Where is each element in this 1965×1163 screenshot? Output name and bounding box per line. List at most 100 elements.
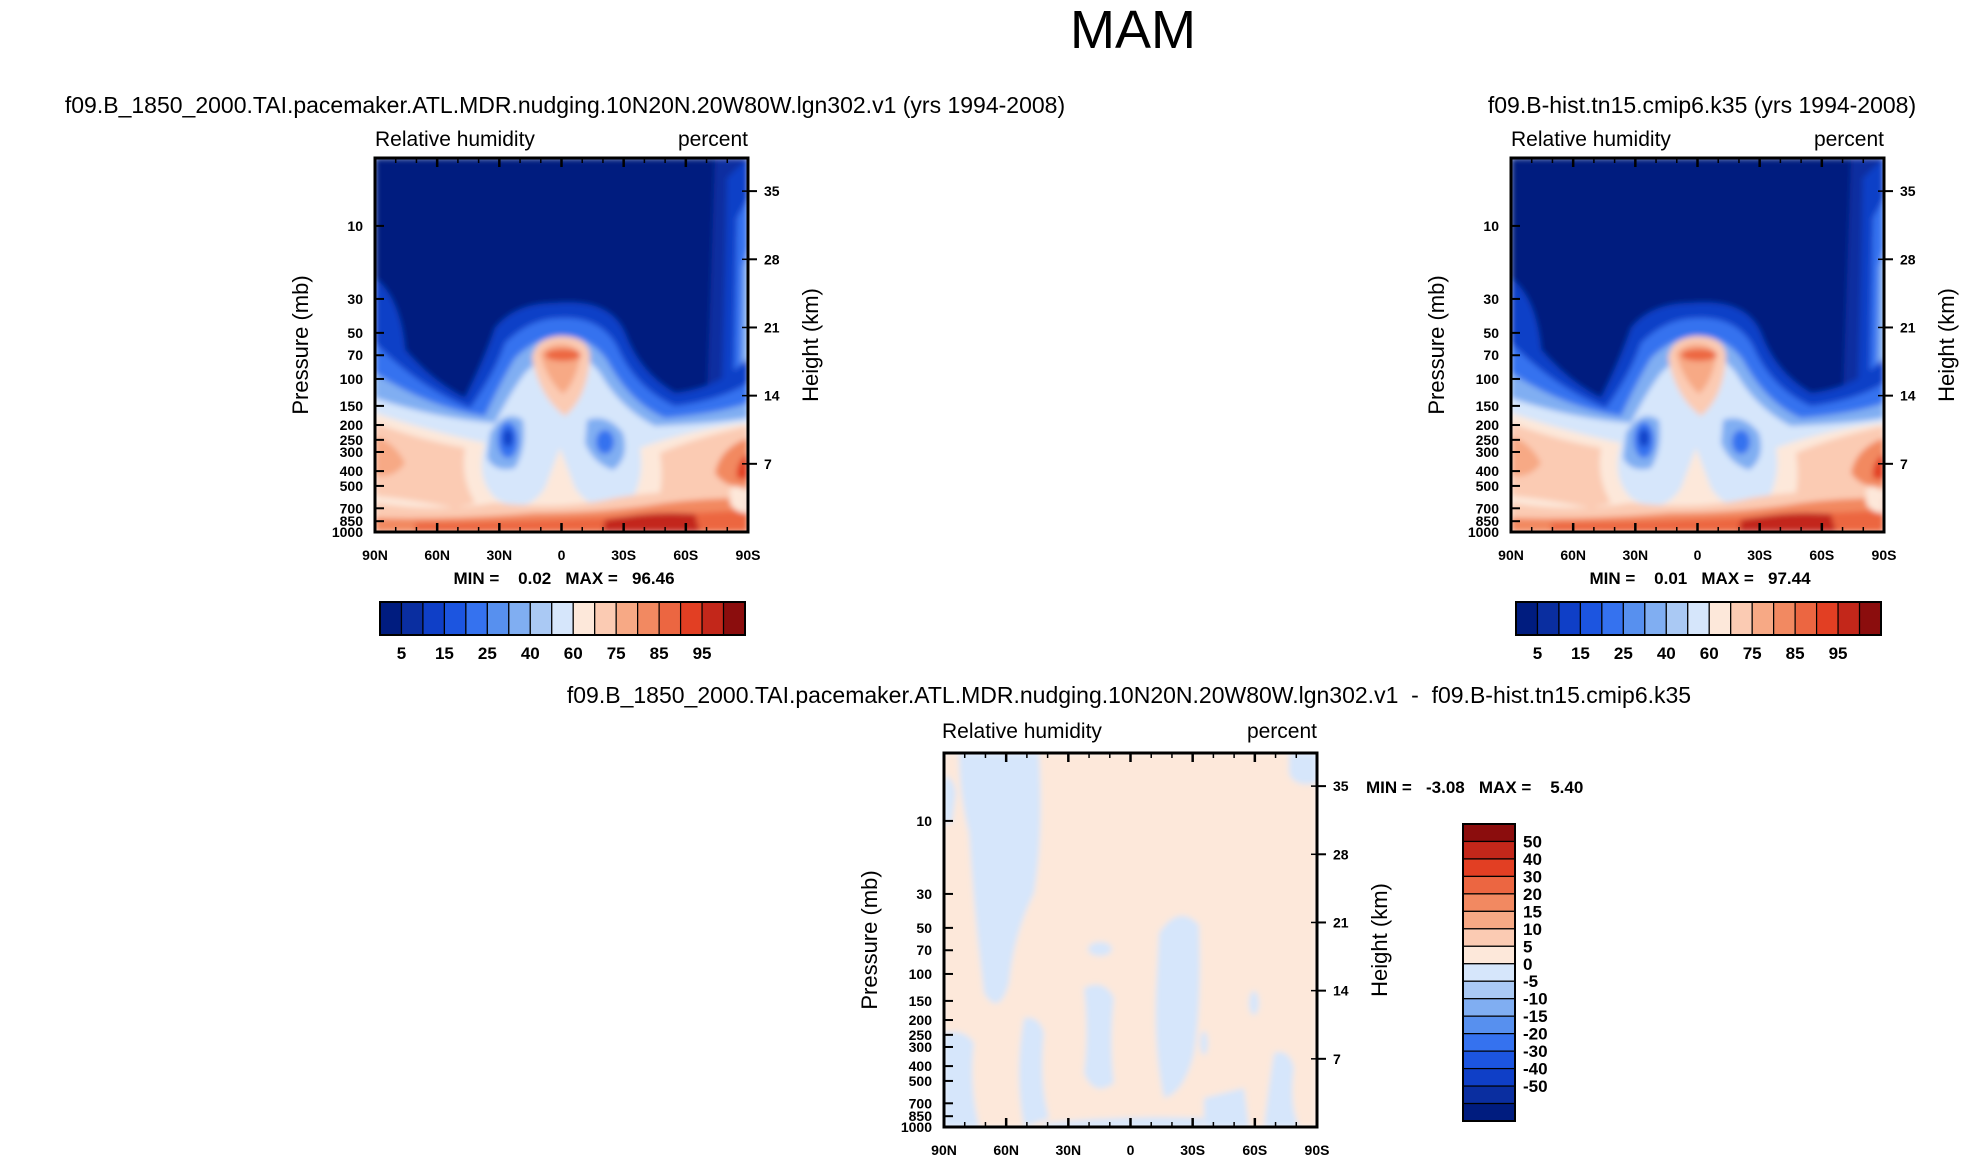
y-right-tick-label: 7 [764, 456, 772, 472]
x-tick-label: 60S [1242, 1142, 1267, 1158]
colorbar-label: 50 [1523, 832, 1542, 851]
x-tick-label: 90S [736, 547, 761, 563]
y-tick-label: 400 [909, 1058, 933, 1074]
colorbar-label: -20 [1523, 1025, 1548, 1044]
y-tick-label: 1000 [332, 524, 363, 540]
panel-exp-field [375, 158, 748, 532]
colorbar-box [1462, 1067, 1516, 1087]
colorbar-box [679, 601, 703, 636]
colorbar-label: -5 [1523, 972, 1538, 991]
panel-exp-minmax: MIN = 0.02 MAX = 96.46 [453, 569, 674, 588]
y-right-tick-label: 21 [764, 319, 780, 335]
colorbar-box [1462, 1033, 1516, 1052]
y-tick-label: 1000 [901, 1119, 932, 1135]
colorbar-label: 40 [1657, 644, 1676, 663]
x-tick-label: 30S [1747, 547, 1772, 563]
x-tick-label: 60N [1560, 547, 1586, 563]
colorbar-box [1708, 601, 1732, 636]
y-tick-label: 50 [916, 920, 932, 936]
colorbar-box [1462, 1102, 1516, 1122]
colorbar-box [1837, 601, 1861, 636]
panel-ctl-field [1511, 158, 1884, 532]
colorbar-label: 15 [435, 644, 454, 663]
panel-ctl: f09.B-hist.tn15.cmip6.k35 (yrs 1994-2008… [1424, 92, 1959, 663]
panel-exp-title: f09.B_1850_2000.TAI.pacemaker.ATL.MDR.nu… [65, 92, 1065, 118]
y-right-tick-label: 21 [1900, 319, 1916, 335]
colorbar-label: 25 [1614, 644, 1633, 663]
colorbar-box [529, 601, 553, 636]
colorbar-label: 15 [1523, 902, 1542, 921]
x-tick-label: 90S [1872, 547, 1897, 563]
y-tick-label: 100 [1476, 371, 1500, 387]
panel-ctl-title: f09.B-hist.tn15.cmip6.k35 (yrs 1994-2008… [1488, 92, 1916, 118]
colorbar-label: 10 [1523, 920, 1542, 939]
y-right-tick-label: 21 [1333, 914, 1349, 930]
colorbar-label: -15 [1523, 1007, 1548, 1026]
colorbar-frame [1515, 601, 1882, 636]
y-tick-label: 70 [347, 347, 363, 363]
colorbar-box [1773, 601, 1796, 636]
y-right-tick-label: 14 [1333, 983, 1349, 999]
panel-diff-field [944, 753, 1317, 1127]
colorbar-box [1579, 601, 1603, 636]
colorbar-box [701, 601, 725, 636]
y-tick-label: 250 [909, 1027, 933, 1043]
y-tick-label: 400 [340, 463, 364, 479]
y-right-tick-label: 35 [764, 183, 780, 199]
x-tick-label: 60N [424, 547, 450, 563]
y-tick-label: 850 [1476, 513, 1500, 529]
y-tick-label: 700 [909, 1095, 933, 1111]
y-right-tick-label: 35 [1333, 778, 1349, 794]
colorbar-box [637, 601, 660, 636]
y-tick-label: 250 [1476, 432, 1500, 448]
x-tick-label: 0 [1694, 547, 1702, 563]
y-right-tick-label: 7 [1900, 456, 1908, 472]
colorbar-box [1858, 601, 1882, 636]
colorbar-label: 60 [564, 644, 583, 663]
y-tick-label: 150 [340, 398, 364, 414]
x-tick-label: 30N [486, 547, 512, 563]
panel-diff-minmax: MIN = -3.08 MAX = 5.40 [1366, 778, 1583, 797]
panel-diff-units: percent [1247, 720, 1317, 743]
panel-exp-units: percent [678, 128, 748, 151]
colorbar-box [1815, 601, 1839, 636]
y-tick-label: 1000 [1468, 524, 1499, 540]
figure-title: MAM [1070, 0, 1196, 60]
panel-diff-ticks: 90N 60N 30N 0 30S 60S 90S103050701001502002503… [901, 753, 1349, 1158]
y-tick-label: 30 [1483, 291, 1499, 307]
y-tick-label: 500 [1476, 478, 1500, 494]
colorbar-box [1558, 601, 1582, 636]
colorbar-box [1462, 823, 1516, 843]
y-tick-label: 500 [909, 1073, 933, 1089]
colorbar-box [443, 601, 467, 636]
colorbar-box [1622, 601, 1646, 636]
colorbar-label: 40 [521, 644, 540, 663]
panel-diff-ylabel-right: Height (km) [1367, 883, 1392, 997]
y-tick-label: 30 [916, 886, 932, 902]
colorbar-box [379, 601, 403, 636]
colorbar-box [1515, 601, 1539, 636]
colorbar-box [1462, 875, 1516, 895]
y-right-tick-label: 28 [1900, 251, 1916, 267]
y-right-tick-label: 14 [1900, 388, 1916, 404]
y-tick-label: 500 [340, 478, 364, 494]
y-tick-label: 10 [1483, 218, 1499, 234]
colorbar-box [1462, 980, 1516, 1000]
colorbar-box [486, 601, 510, 636]
panel-exp-ticks: 90N 60N 30N 0 30S 60S 90S103050701001502002503… [332, 158, 780, 563]
y-tick-label: 100 [340, 371, 364, 387]
panel-ctl-minmax: MIN = 0.01 MAX = 97.44 [1589, 569, 1811, 588]
colorbar-label: 85 [1786, 644, 1805, 663]
colorbar-label: 60 [1700, 644, 1719, 663]
colorbar-label: 30 [1523, 867, 1542, 886]
y-tick-label: 200 [909, 1012, 933, 1028]
colorbar-frame [1462, 823, 1516, 1122]
y-tick-label: 50 [1483, 325, 1499, 341]
y-tick-label: 300 [340, 444, 364, 460]
colorbar-label: -30 [1523, 1042, 1548, 1061]
colorbar-box [1462, 998, 1516, 1017]
colorbar-box [1462, 840, 1516, 860]
y-tick-label: 70 [916, 942, 932, 958]
colorbar-box [1462, 1015, 1516, 1035]
